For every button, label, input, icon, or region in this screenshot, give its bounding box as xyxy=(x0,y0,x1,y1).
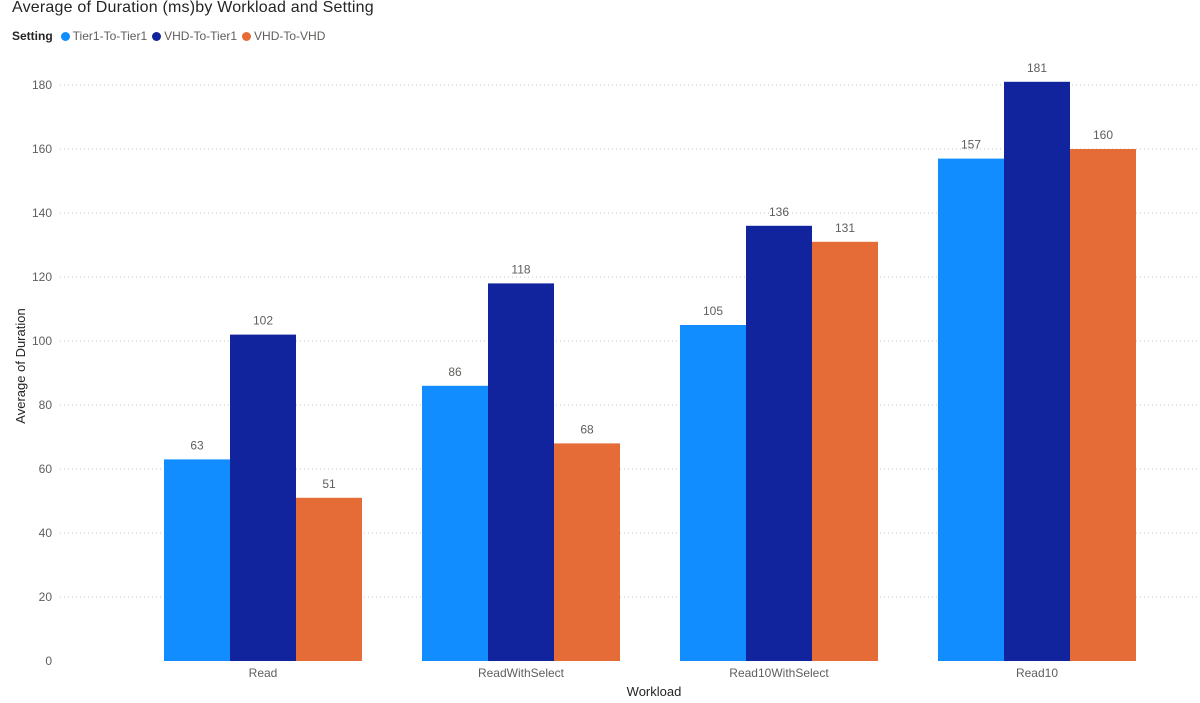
x-axis-ticks: Read ReadWithSelect Read10WithSelect Read10 xyxy=(249,666,1059,680)
x-axis-title: Workload xyxy=(627,684,682,699)
data-label: 105 xyxy=(703,304,723,318)
x-tick-label: Read xyxy=(249,666,278,680)
x-tick-label: ReadWithSelect xyxy=(478,666,565,680)
data-label: 136 xyxy=(769,205,789,219)
legend-marker-icon xyxy=(152,31,162,41)
bar[interactable] xyxy=(1004,81,1070,662)
y-axis-ticks: 0 20 40 60 80 100 120 140 160 180 xyxy=(32,78,52,668)
legend-marker-icon xyxy=(60,31,70,41)
data-label: 86 xyxy=(448,365,462,379)
y-tick-label: 20 xyxy=(39,590,53,604)
y-tick-label: 80 xyxy=(39,398,53,412)
bar[interactable] xyxy=(746,225,812,662)
y-tick-label: 0 xyxy=(45,654,52,668)
y-tick-label: 40 xyxy=(39,526,53,540)
legend-item-vhd-to-tier1[interactable]: VHD-To-Tier1 xyxy=(152,29,237,43)
legend-label: VHD-To-Tier1 xyxy=(164,29,238,43)
bar[interactable] xyxy=(230,334,296,661)
bar[interactable] xyxy=(296,497,362,661)
legend-label: VHD-To-VHD xyxy=(254,29,326,43)
y-tick-label: 60 xyxy=(39,462,53,476)
legend-title: Setting xyxy=(12,29,53,43)
y-tick-label: 180 xyxy=(32,78,52,92)
y-tick-label: 100 xyxy=(32,334,52,348)
data-label: 63 xyxy=(190,438,204,452)
bar[interactable] xyxy=(812,241,878,662)
bar[interactable] xyxy=(554,443,620,661)
bar[interactable] xyxy=(422,385,488,661)
chart-title: Average of Duration (ms)by Workload and … xyxy=(12,0,374,16)
y-tick-label: 160 xyxy=(32,142,52,156)
data-label: 181 xyxy=(1027,61,1047,75)
bars xyxy=(164,81,1136,662)
legend-label: Tier1-To-Tier1 xyxy=(72,29,148,43)
y-axis-title: Average of Duration xyxy=(13,308,28,423)
data-label: 157 xyxy=(961,138,981,152)
data-labels: 63 102 51 86 118 68 105 136 131 157 181 160 xyxy=(190,61,1113,491)
data-label: 160 xyxy=(1093,128,1113,142)
legend-item-vhd-to-vhd[interactable]: VHD-To-VHD xyxy=(242,29,325,43)
bar[interactable] xyxy=(1070,149,1136,661)
data-label: 102 xyxy=(253,314,273,328)
legend-marker-icon xyxy=(242,31,252,41)
x-tick-label: Read10 xyxy=(1016,666,1058,680)
legend-item-tier1-to-tier1[interactable]: Tier1-To-Tier1 xyxy=(60,29,148,43)
bar[interactable] xyxy=(164,459,230,661)
data-label: 68 xyxy=(580,422,594,436)
data-label: 131 xyxy=(835,221,855,235)
bar[interactable] xyxy=(488,283,554,661)
legend: Setting Tier1-To-Tier1 VHD-To-Tier1 VHD-… xyxy=(12,28,330,44)
x-tick-label: Read10WithSelect xyxy=(729,666,829,680)
bar[interactable] xyxy=(680,325,746,661)
y-tick-label: 120 xyxy=(32,270,52,284)
bar[interactable] xyxy=(938,158,1004,661)
y-tick-label: 140 xyxy=(32,206,52,220)
gridlines xyxy=(60,84,1197,598)
data-label: 118 xyxy=(511,262,530,276)
data-label: 51 xyxy=(322,477,336,491)
